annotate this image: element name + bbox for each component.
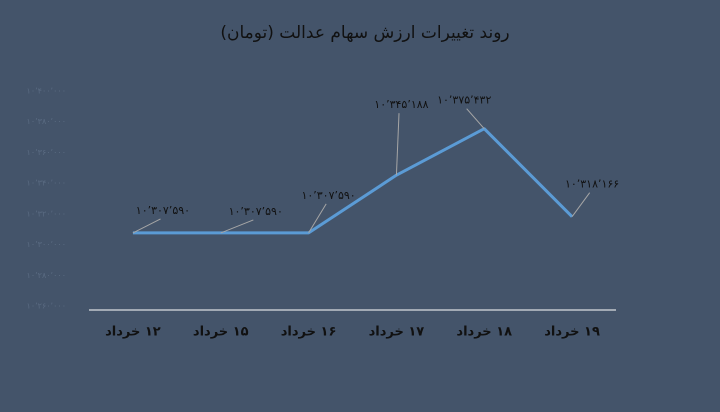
line [132, 127, 574, 235]
data-label: ۱۰٬۳۰۷٬۵۹۰ [301, 189, 355, 202]
data-label: ۱۰٬۳۰۷٬۵۹۰ [229, 205, 283, 218]
x-tick-label: ۱۲ خرداد [105, 325, 161, 340]
y-tick-label: ۱۰٬۳۶۰٬۰۰۰ [27, 148, 66, 157]
y-tick-label: ۱۰٬۲۸۰٬۰۰۰ [27, 271, 66, 280]
data-label: ۱۰٬۳۷۵٬۴۳۲ [437, 94, 491, 107]
y-tick-label: ۱۰٬۳۴۰٬۰۰۰ [27, 179, 66, 188]
y-tick-label: ۱۰٬۲۶۰٬۰۰۰ [27, 302, 66, 311]
data-label: ۱۰٬۳۱۸٬۱۶۶ [565, 178, 619, 191]
data-label: ۱۰٬۳۰۷٬۵۹۰ [136, 204, 190, 217]
x-tick-label: ۱۸ خرداد [456, 325, 512, 340]
leader-line [220, 219, 254, 234]
x-tick-label: ۱۶ خرداد [281, 325, 337, 340]
y-tick-label: ۱۰٬۳۲۰٬۰۰۰ [27, 209, 66, 218]
y-tick-label: ۱۰٬۴۰۰٬۰۰۰ [27, 87, 66, 96]
x-tick-label: ۱۹ خرداد [544, 325, 600, 340]
leader-line [466, 108, 485, 130]
y-tick-label: ۱۰٬۳۸۰٬۰۰۰ [27, 117, 66, 126]
data-label: ۱۰٬۳۴۵٬۱۸۸ [374, 98, 428, 111]
chart-title: روند تغییرات ارزش سهام عدالت (تومان) [220, 23, 509, 43]
x-tick-label: ۱۵ خرداد [193, 325, 249, 340]
x-tick-label: ۱۷ خرداد [369, 325, 425, 340]
leader-line [395, 113, 400, 176]
y-tick-label: ۱۰٬۳۰۰٬۰۰۰ [27, 240, 66, 249]
leader-line [132, 218, 161, 234]
leader-line [571, 192, 591, 217]
leader-line [308, 203, 327, 234]
